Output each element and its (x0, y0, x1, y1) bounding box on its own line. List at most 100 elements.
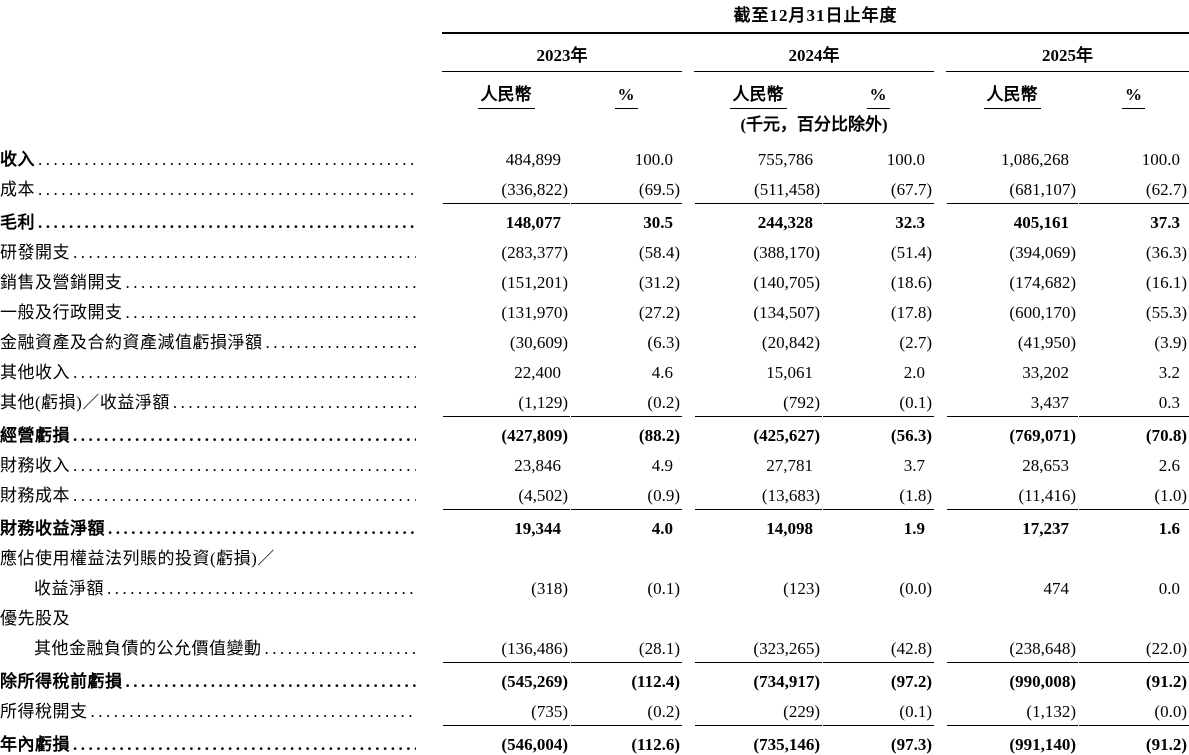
row-label-text: 經營虧損 (0, 426, 70, 445)
row-label-text: 財務收入 (0, 456, 70, 475)
value-cell: (681,107) (946, 175, 1078, 205)
table-row: 一般及行政開支 (131,970) (27.2) (134,507) (17.8) (60… (0, 298, 1189, 328)
value-cell: (394,069) (946, 238, 1078, 268)
col-header-rmb-2024: 人民幣 (694, 72, 822, 109)
value-cell: 0.3 (1078, 388, 1189, 418)
value-text: 1.9 (903, 519, 925, 538)
row-label: 其他金融負債的公允價值變動 (0, 634, 442, 664)
table-row: 成本 (336,822) (69.5) (511,458) (67.7) (681,107… (0, 175, 1189, 205)
value-text: (31.2) (638, 273, 680, 292)
row-label-text: 除所得稅前虧損 (0, 672, 123, 691)
value-cell: 4.9 (570, 451, 682, 481)
year-2024-header: 2024年 (694, 34, 934, 72)
dot-leader (173, 388, 416, 418)
dot-leader (73, 358, 416, 388)
table-row: 毛利 148,077 30.5 244,328 32.3 405,161 37.3 (0, 208, 1189, 238)
value-text: (42.8) (890, 639, 932, 658)
table-row: 財務收入 23,846 4.9 27,781 3.7 28,653 2.6 (0, 451, 1189, 481)
value-cell: 15,061 (694, 358, 822, 388)
value-text: (427,809) (501, 426, 568, 445)
value-text: (318) (531, 579, 568, 598)
value-text: (51.4) (890, 243, 932, 262)
value-cell: (134,507) (694, 298, 822, 328)
value-text: 755,786 (757, 150, 813, 169)
value-cell: (229) (694, 697, 822, 727)
table-row: 其他金融負債的公允價值變動 (136,486) (28.1) (323,265) (42… (0, 634, 1189, 664)
value-cell: (1,132) (946, 697, 1078, 727)
value-cell: 22,400 (442, 358, 570, 388)
value-text: (69.5) (638, 180, 680, 199)
value-cell: 4.0 (570, 514, 682, 544)
value-cell: 4.6 (570, 358, 682, 388)
value-cell: (546,004) (442, 730, 570, 755)
row-label: 其他收入 (0, 358, 442, 388)
value-text: (28.1) (638, 639, 680, 658)
value-cell: (425,627) (694, 421, 822, 451)
value-text: (112.4) (631, 672, 680, 691)
period-header: 截至12月31日止年度 (442, 5, 1189, 34)
col-header-pct-2023: % (570, 72, 682, 109)
value-text: 0.0 (1158, 579, 1180, 598)
value-text: 100.0 (634, 150, 673, 169)
value-text: (0.0) (1154, 702, 1187, 721)
value-cell: (735,146) (694, 730, 822, 755)
value-cell: (58.4) (570, 238, 682, 268)
value-text: (990,008) (1009, 672, 1076, 691)
header-note-row: (千元，百分比除外) (0, 109, 1189, 136)
value-text: 23,846 (514, 456, 561, 475)
row-label: 經營虧損 (0, 421, 442, 451)
table-row: 經營虧損 (427,809) (88.2) (425,627) (56.3) (769,0… (0, 421, 1189, 451)
value-cell: 33,202 (946, 358, 1078, 388)
row-label-text: 所得稅開支 (0, 702, 88, 721)
value-text: (58.4) (638, 243, 680, 262)
value-cell: (55.3) (1078, 298, 1189, 328)
value-text: 484,899 (505, 150, 561, 169)
col-header-label: 人民幣 (729, 84, 787, 109)
value-text: (546,004) (501, 735, 568, 755)
col-header-label: 人民幣 (477, 84, 535, 109)
value-cell: 148,077 (442, 208, 570, 238)
row-label: 成本 (0, 175, 442, 205)
row-label: 除所得稅前虧損 (0, 667, 442, 697)
value-text: (0.1) (899, 702, 932, 721)
value-cell: (62.7) (1078, 175, 1189, 205)
table-row: 金融資產及合約資產減值虧損淨額 (30,609) (6.3) (20,842) (2.7… (0, 328, 1189, 358)
value-text: (36.3) (1145, 243, 1187, 262)
value-text: (394,069) (1009, 243, 1076, 262)
value-cell: (0.2) (570, 388, 682, 418)
col-header-label: % (866, 84, 890, 109)
value-text: 100.0 (886, 150, 925, 169)
value-cell: (283,377) (442, 238, 570, 268)
value-cell: 3.2 (1078, 358, 1189, 388)
row-label: 優先股及 (0, 604, 442, 634)
value-cell: (131,970) (442, 298, 570, 328)
year-2025-header: 2025年 (946, 34, 1189, 72)
table-row: 研發開支 (283,377) (58.4) (388,170) (51.4) (394,0… (0, 238, 1189, 268)
value-text: 244,328 (757, 213, 813, 232)
row-label: 收入 (0, 145, 442, 175)
value-cell: 244,328 (694, 208, 822, 238)
value-cell: (511,458) (694, 175, 822, 205)
row-label: 收益淨額 (0, 574, 442, 604)
value-cell: (238,648) (946, 634, 1078, 664)
value-text: (18.6) (890, 273, 932, 292)
dot-leader (126, 667, 417, 697)
dot-leader (38, 145, 416, 175)
value-text: (20,842) (761, 333, 820, 352)
value-text: 3.2 (1158, 363, 1180, 382)
value-text: (56.3) (890, 426, 932, 445)
value-cell: (151,201) (442, 268, 570, 298)
value-text: 14,098 (766, 519, 813, 538)
value-text: 37.3 (1150, 213, 1180, 232)
value-text: (0.9) (647, 486, 680, 505)
row-label: 所得稅開支 (0, 697, 442, 727)
value-text: 100.0 (1141, 150, 1180, 169)
dot-leader (266, 328, 417, 358)
value-text: (734,917) (753, 672, 820, 691)
value-text: (67.7) (890, 180, 932, 199)
value-text: (1.8) (899, 486, 932, 505)
value-text: (545,269) (501, 672, 568, 691)
value-text: 148,077 (505, 213, 561, 232)
value-text: (735) (531, 702, 568, 721)
